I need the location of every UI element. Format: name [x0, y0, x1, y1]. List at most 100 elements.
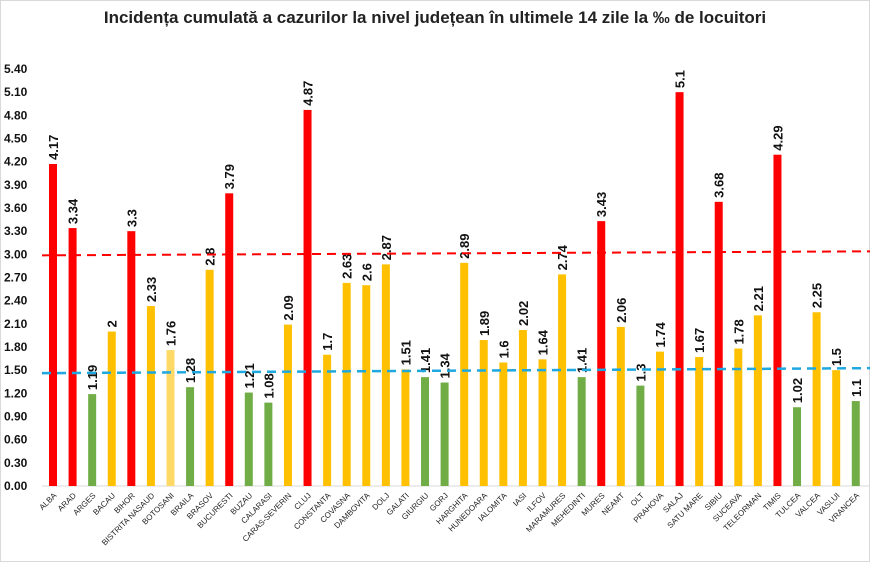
value-label: 1.78: [731, 319, 746, 344]
bar-ilfov: [538, 359, 547, 486]
category-label: ALBA: [38, 491, 59, 512]
value-label: 2.33: [144, 277, 159, 302]
value-label: 3.3: [124, 209, 139, 227]
y-tick-label: 3.30: [4, 224, 28, 238]
bar-botosani: [166, 350, 175, 486]
bar-mehedinti: [577, 377, 586, 486]
bar-harghita: [460, 262, 469, 486]
bar-alba: [49, 163, 57, 486]
value-label: 1.51: [398, 340, 413, 365]
value-label: 2.89: [457, 234, 472, 259]
y-tick-label: 3.90: [4, 178, 28, 192]
bar-satu-mare: [695, 357, 704, 486]
bar-gorj: [440, 382, 449, 486]
value-label: 1.67: [692, 328, 707, 353]
bar-bucuresti: [225, 193, 234, 487]
bar-buzau: [244, 392, 253, 486]
bar-salaj: [675, 92, 684, 487]
bar-covasna: [342, 282, 351, 486]
y-tick-label: 0.60: [4, 433, 28, 447]
y-tick-label: 2.10: [4, 317, 28, 331]
bar-arges: [88, 394, 97, 486]
value-label: 3.79: [222, 164, 237, 189]
value-label: 2: [105, 320, 120, 327]
value-label: 1.21: [242, 363, 257, 388]
bar-ialomita: [499, 362, 508, 486]
value-label: 1.76: [163, 321, 178, 346]
category-label: BACAU: [91, 491, 117, 517]
value-label: 3.43: [594, 192, 609, 217]
value-label: 1.7: [320, 333, 335, 351]
bar-giurgiu: [421, 377, 430, 486]
threshold-line-3: [41, 250, 870, 257]
bar-dolj: [381, 264, 390, 486]
bar-galati: [401, 369, 410, 486]
value-label: 5.1: [673, 70, 688, 88]
value-label: 1.74: [653, 322, 668, 348]
value-label: 1.28: [183, 358, 198, 383]
value-label: 1.6: [496, 340, 511, 358]
value-label: 1.41: [575, 348, 590, 373]
bar-vaslui: [832, 370, 841, 486]
bar-dambovita: [362, 285, 371, 486]
y-tick-label: 1.20: [4, 386, 28, 400]
y-tick-label: 4.80: [4, 108, 28, 122]
value-label: 2.8: [203, 248, 218, 266]
y-tick-label: 0.90: [4, 410, 28, 424]
value-label: 2.87: [379, 235, 394, 260]
y-tick-label: 0.00: [4, 479, 28, 493]
value-label: 1.3: [633, 364, 648, 382]
bar-cluj: [303, 109, 312, 486]
bar-iasi: [518, 330, 527, 486]
value-label: 2.09: [281, 295, 296, 320]
bar-vrancea: [851, 401, 860, 486]
bar-bihor: [127, 231, 136, 486]
bar-sibiu: [714, 201, 723, 487]
bar-caras-severin: [283, 324, 292, 486]
bar-valcea: [812, 312, 821, 486]
value-label: 2.25: [810, 283, 825, 308]
bar-bacau: [107, 331, 116, 486]
y-tick-label: 0.30: [4, 456, 28, 470]
value-label: 2.74: [555, 244, 570, 270]
y-tick-label: 1.50: [4, 363, 28, 377]
bar-calarasi: [264, 402, 273, 486]
value-label: 4.17: [46, 135, 61, 160]
value-label: 2.63: [340, 254, 355, 279]
bar-timis: [773, 154, 782, 486]
bar-olt: [636, 385, 645, 486]
bar-tulcea: [793, 407, 802, 486]
y-tick-label: 2.40: [4, 294, 28, 308]
value-label: 3.68: [712, 173, 727, 198]
chart-title: Incidența cumulată a cazurilor la nivel …: [103, 8, 767, 27]
y-tick-label: 3.00: [4, 247, 28, 261]
y-tick-label: 3.60: [4, 201, 28, 215]
bar-neamt: [616, 326, 625, 486]
value-label: 4.87: [301, 81, 316, 106]
bar-maramures: [558, 274, 567, 486]
y-tick-label: 1.80: [4, 340, 28, 354]
value-label: 1.5: [829, 348, 844, 366]
y-tick-label: 4.50: [4, 132, 28, 146]
bar-prahova: [655, 351, 664, 486]
value-label: 2.06: [614, 298, 629, 323]
bar-mures: [597, 221, 606, 486]
value-label: 1.64: [536, 329, 551, 355]
y-tick-label: 2.70: [4, 271, 28, 285]
value-label: 1.02: [790, 378, 805, 403]
bar-teleorman: [753, 315, 762, 486]
value-label: 3.34: [66, 198, 81, 224]
value-label: 1.08: [261, 373, 276, 398]
bar-arad: [68, 228, 77, 487]
y-tick-label: 5.10: [4, 85, 28, 99]
bar-suceava: [734, 348, 743, 486]
value-label: 1.1: [849, 379, 864, 397]
value-label: 2.02: [516, 301, 531, 326]
bar-braila: [186, 387, 195, 486]
value-label: 1.19: [85, 365, 100, 390]
value-label: 2.21: [751, 286, 766, 311]
value-label: 2.6: [359, 263, 374, 281]
bar-constanta: [323, 354, 332, 486]
bar-hunedoara: [479, 340, 488, 486]
